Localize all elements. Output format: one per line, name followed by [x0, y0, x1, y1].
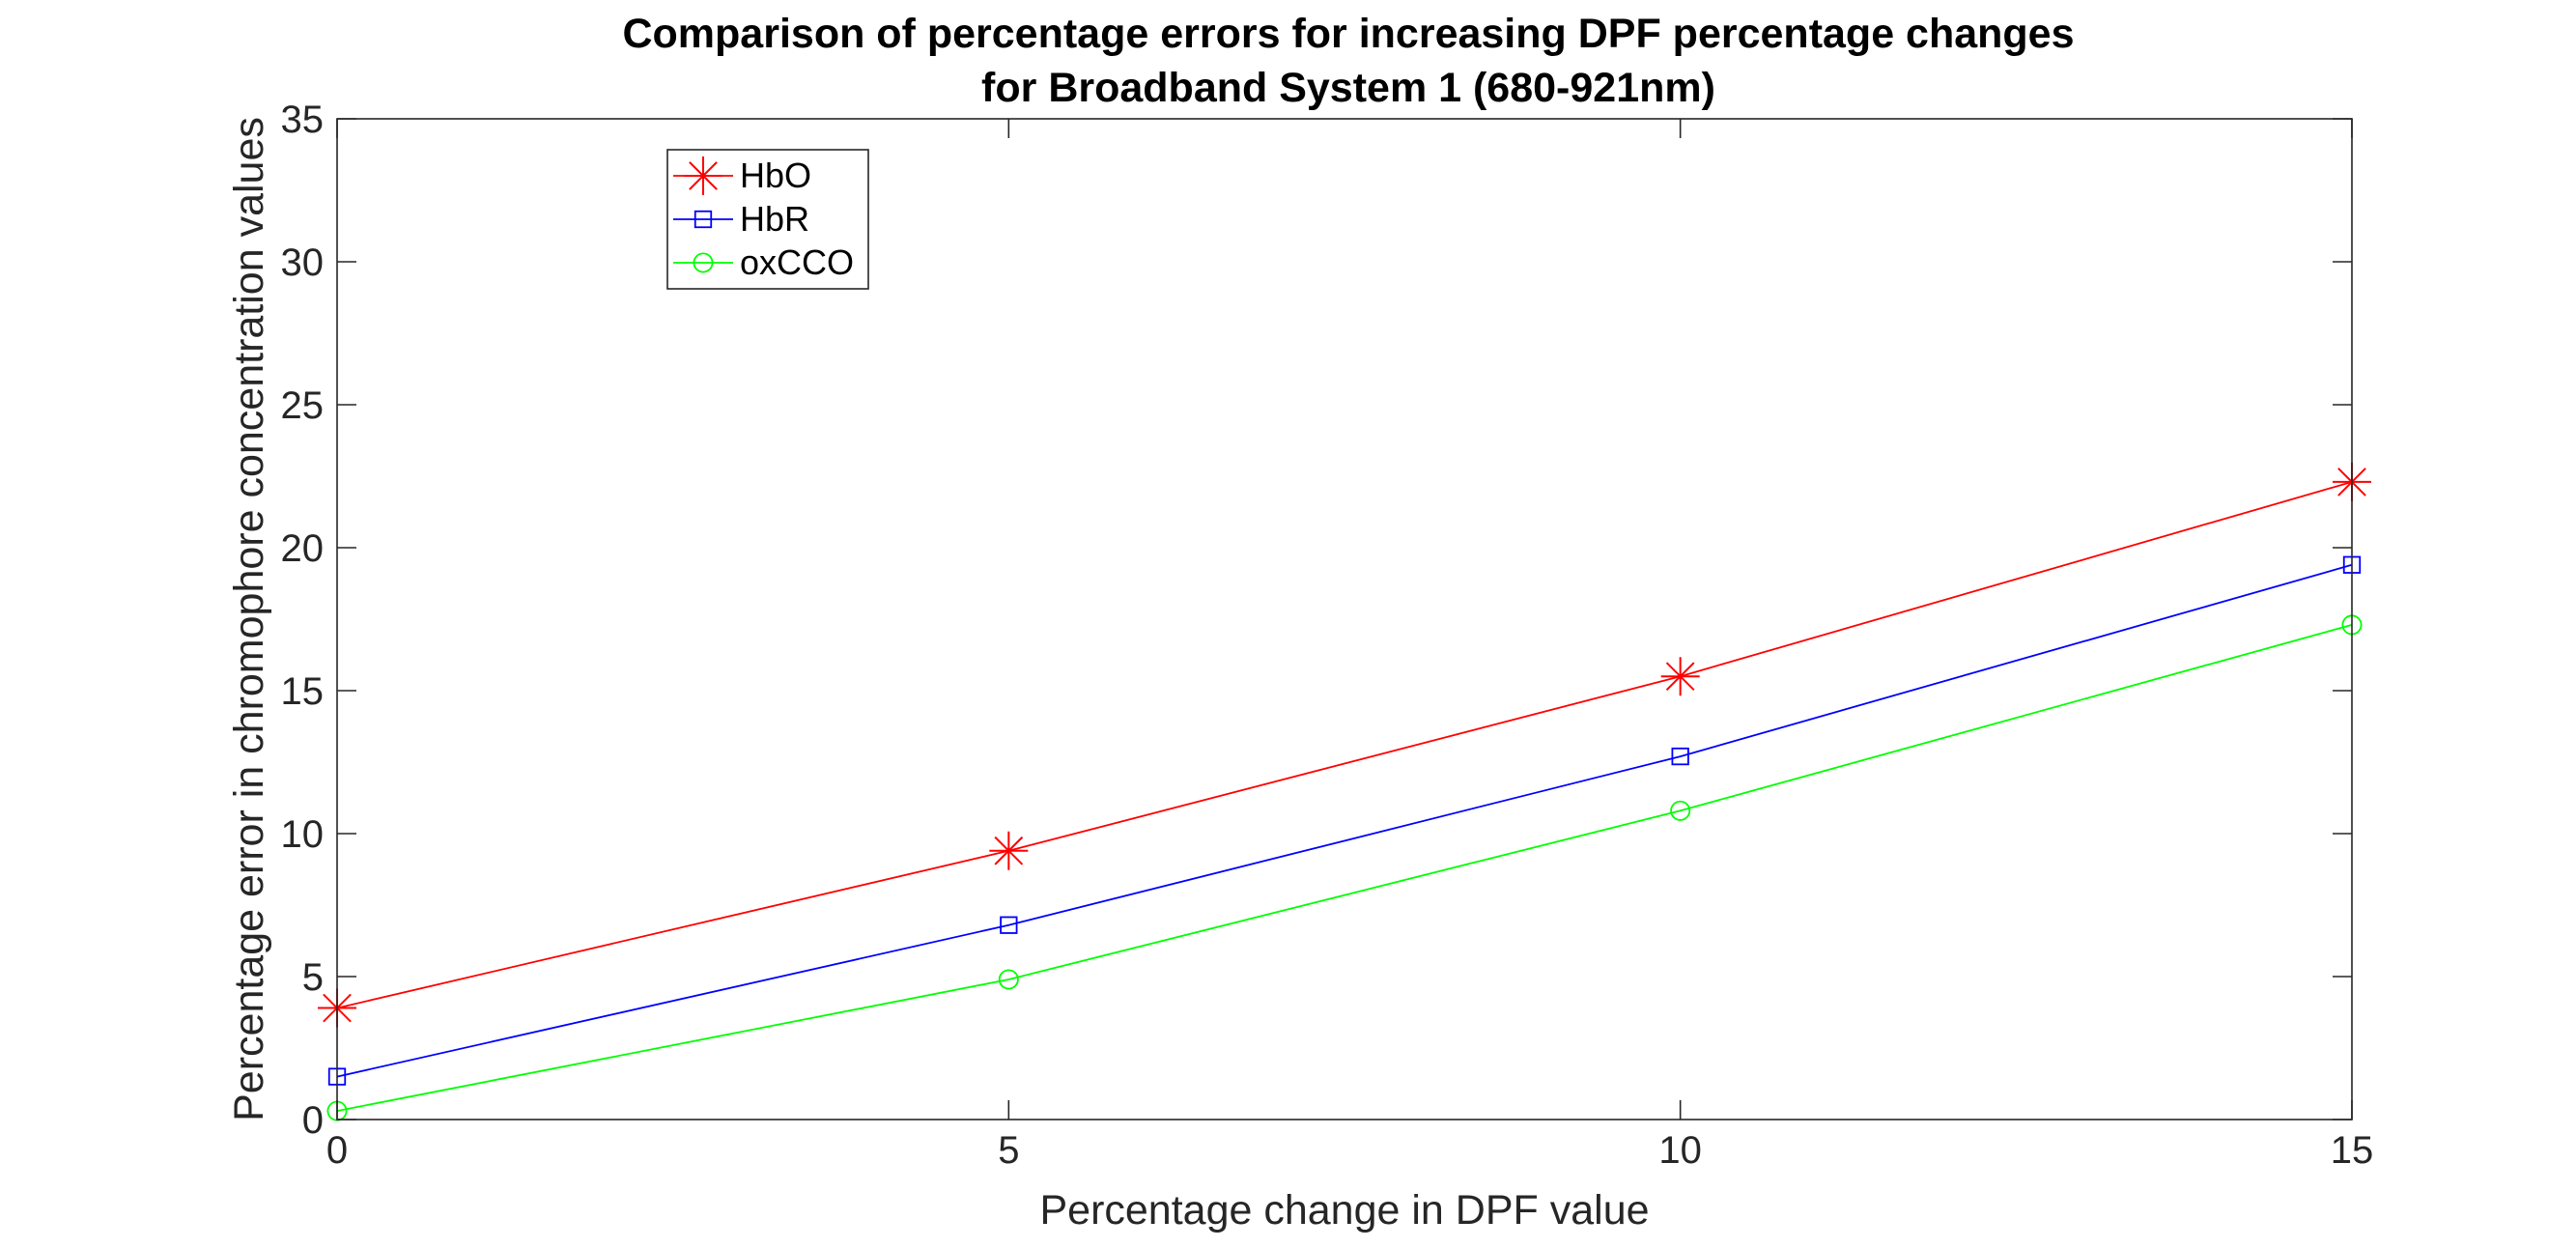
x-tick-label: 0: [326, 1129, 348, 1172]
legend-marker: [693, 252, 714, 273]
x-tick-label: 10: [1658, 1129, 1702, 1172]
y-tick-label: 35: [281, 99, 325, 141]
y-tick-label: 15: [281, 670, 325, 713]
series-line-oxcco: [336, 624, 2353, 1112]
data-point-hbr: [1000, 916, 1018, 934]
x-axis-label: Percentage change in DPF value: [1039, 1187, 1649, 1234]
legend-label: HbR: [740, 199, 809, 239]
legend-marker: [684, 156, 722, 195]
series-line-hbo: [336, 481, 2353, 1009]
legend-label: HbO: [740, 156, 811, 195]
y-tick-label: 5: [302, 956, 324, 999]
data-point-oxcco: [1670, 800, 1691, 821]
legend-label: oxCCO: [740, 242, 854, 282]
legend-marker: [694, 210, 713, 229]
data-point-hbo: [1660, 657, 1700, 696]
legend-entry-oxcco: oxCCO: [673, 242, 854, 282]
y-axis-label: Percentage error in chromophore concentr…: [226, 117, 272, 1121]
plot-frame: [336, 118, 2353, 1120]
data-point-oxcco: [998, 969, 1019, 990]
y-tick-label: 20: [281, 527, 325, 570]
chart-title-line-2: for Broadband System 1 (680-921nm): [981, 65, 1715, 111]
x-tick-label: 15: [2331, 1129, 2374, 1172]
y-tick-label: 0: [302, 1099, 324, 1142]
data-point-hbo: [989, 831, 1029, 870]
series-line-hbr: [336, 563, 2353, 1078]
x-tick-label: 5: [998, 1129, 1019, 1172]
y-tick-label: 30: [281, 241, 325, 284]
legend-entry-hbr: HbR: [673, 199, 809, 239]
chart-title-line-1: Comparison of percentage errors for incr…: [622, 11, 2074, 57]
tick-layer: 0 5 10 15 0 5 10 15 20 25 30 35: [281, 99, 2374, 1172]
legend-entry-hbo: HbO: [673, 156, 811, 195]
data-point-hbr: [1671, 747, 1689, 766]
y-tick-label: 25: [281, 384, 325, 427]
plot-area: [337, 119, 2352, 1120]
y-tick-label: 10: [281, 813, 325, 856]
